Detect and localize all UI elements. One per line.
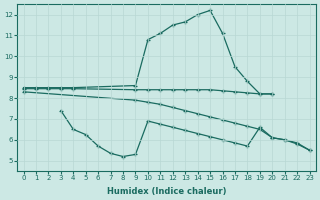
X-axis label: Humidex (Indice chaleur): Humidex (Indice chaleur)	[107, 187, 226, 196]
